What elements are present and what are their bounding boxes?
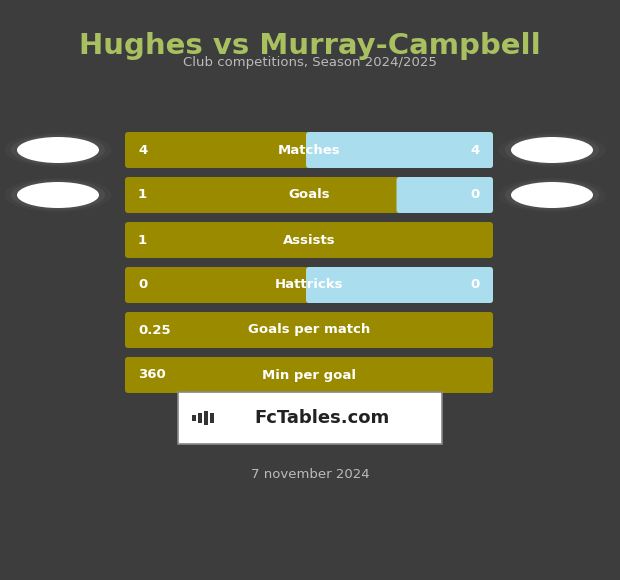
Ellipse shape bbox=[505, 180, 599, 210]
Text: Club competitions, Season 2024/2025: Club competitions, Season 2024/2025 bbox=[183, 56, 437, 69]
Text: FcTables.com: FcTables.com bbox=[254, 409, 389, 427]
Text: 1: 1 bbox=[138, 234, 147, 246]
Bar bbox=[210, 413, 214, 423]
FancyBboxPatch shape bbox=[125, 312, 493, 348]
Bar bbox=[309, 270, 324, 300]
Text: Min per goal: Min per goal bbox=[262, 368, 356, 382]
Text: 4: 4 bbox=[138, 143, 148, 157]
FancyBboxPatch shape bbox=[306, 132, 493, 168]
FancyBboxPatch shape bbox=[306, 267, 493, 303]
Ellipse shape bbox=[11, 180, 105, 210]
Bar bbox=[204, 411, 208, 425]
Ellipse shape bbox=[11, 135, 105, 165]
Text: Assists: Assists bbox=[283, 234, 335, 246]
Text: Matches: Matches bbox=[278, 143, 340, 157]
Ellipse shape bbox=[5, 178, 112, 212]
Text: 0: 0 bbox=[138, 278, 148, 292]
FancyBboxPatch shape bbox=[178, 392, 442, 444]
Bar bbox=[192, 415, 196, 421]
FancyBboxPatch shape bbox=[397, 177, 493, 213]
Text: 0.25: 0.25 bbox=[138, 324, 170, 336]
FancyBboxPatch shape bbox=[125, 222, 493, 258]
Text: Hattricks: Hattricks bbox=[275, 278, 343, 292]
Ellipse shape bbox=[498, 133, 605, 167]
Ellipse shape bbox=[17, 137, 99, 163]
Ellipse shape bbox=[505, 135, 599, 165]
Ellipse shape bbox=[17, 182, 99, 208]
FancyBboxPatch shape bbox=[125, 132, 493, 168]
Text: Goals per match: Goals per match bbox=[248, 324, 370, 336]
Bar bbox=[198, 413, 202, 423]
Ellipse shape bbox=[511, 137, 593, 163]
FancyBboxPatch shape bbox=[125, 267, 493, 303]
Ellipse shape bbox=[5, 133, 112, 167]
Text: Hughes vs Murray-Campbell: Hughes vs Murray-Campbell bbox=[79, 32, 541, 60]
Bar bbox=[399, 180, 415, 210]
Text: 7 november 2024: 7 november 2024 bbox=[250, 468, 370, 481]
FancyBboxPatch shape bbox=[125, 177, 493, 213]
Ellipse shape bbox=[498, 178, 605, 212]
Text: 360: 360 bbox=[138, 368, 166, 382]
Text: Goals: Goals bbox=[288, 188, 330, 201]
Text: 4: 4 bbox=[471, 143, 480, 157]
Ellipse shape bbox=[511, 182, 593, 208]
Text: 0: 0 bbox=[471, 278, 480, 292]
FancyBboxPatch shape bbox=[125, 357, 493, 393]
Text: 0: 0 bbox=[471, 188, 480, 201]
Text: 1: 1 bbox=[138, 188, 147, 201]
Bar bbox=[309, 135, 324, 165]
